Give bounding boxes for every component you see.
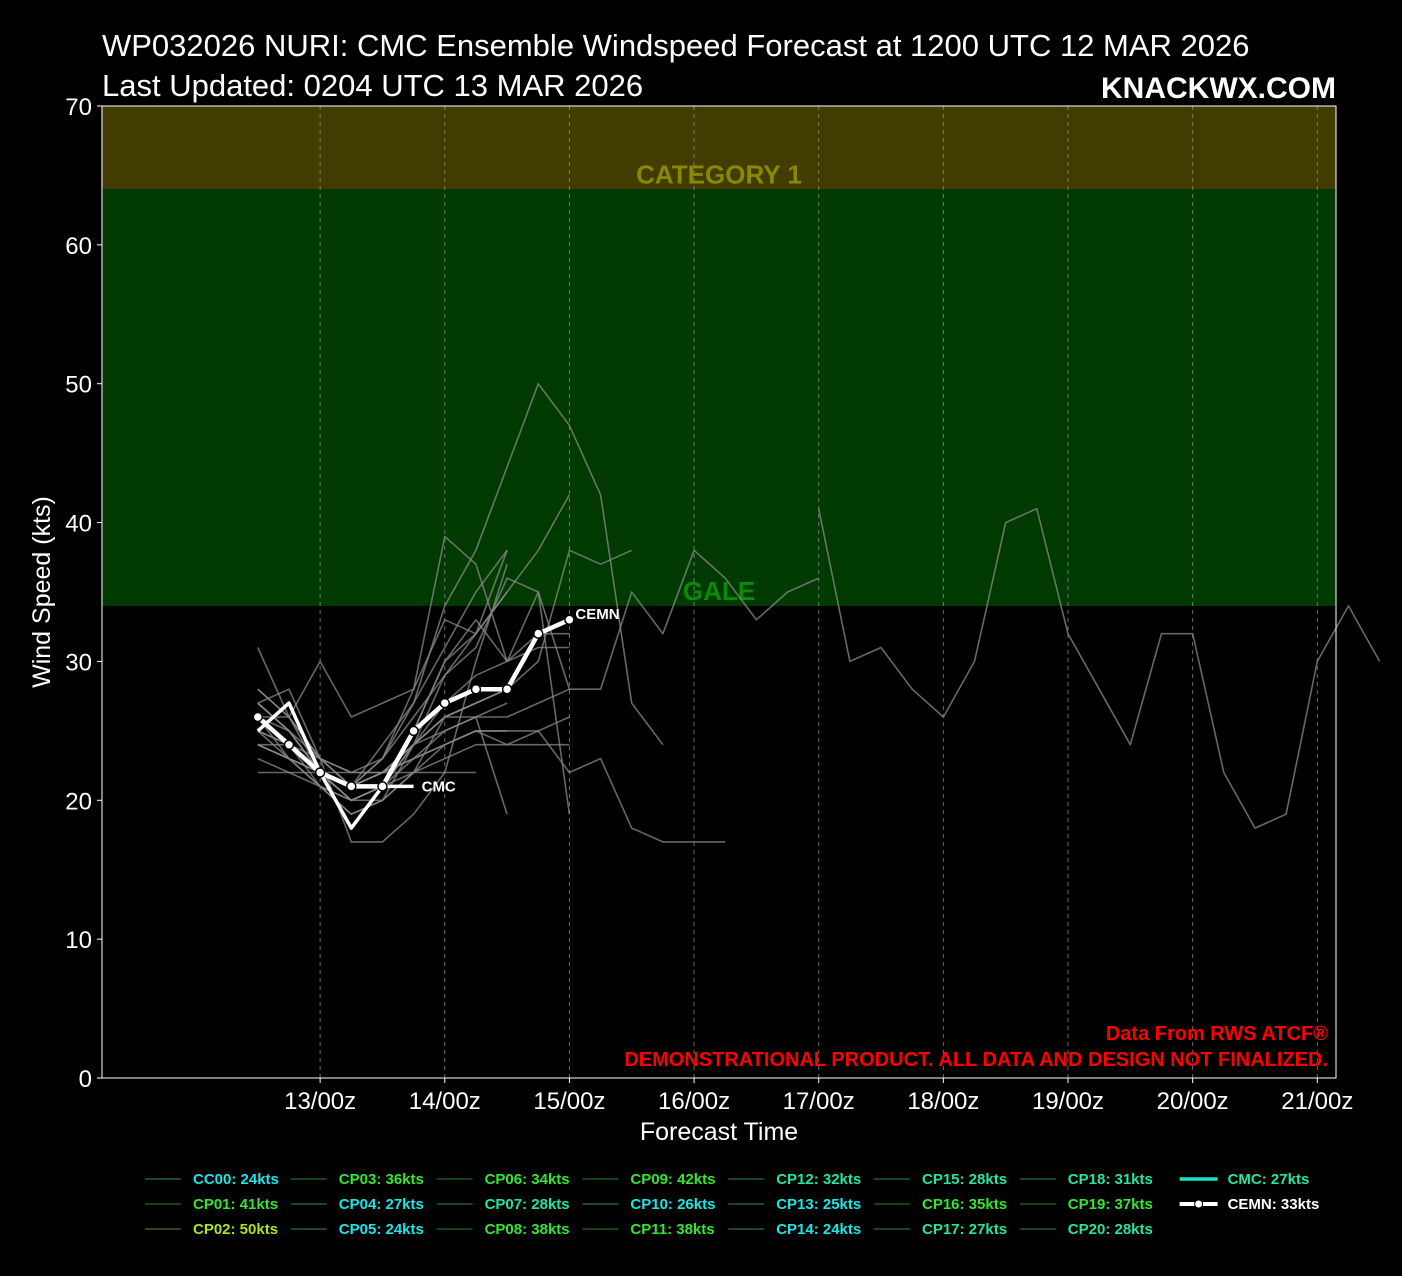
x-tick-label: 20/00z bbox=[1157, 1088, 1229, 1115]
y-tick-label: 60 bbox=[65, 233, 92, 260]
legend-label: CP05: 24kts bbox=[339, 1221, 424, 1238]
x-axis-ticks: 13/00z 14/00z 15/00z 16/00z 17/00z 18/00z 19/0… bbox=[284, 1078, 1353, 1115]
chart-title: WP032026 NURI: CMC Ensemble Windspeed Fo… bbox=[102, 28, 1250, 63]
y-tick-label: 10 bbox=[65, 927, 92, 954]
data-source-credit: Data From RWS ATCF® bbox=[1106, 1023, 1328, 1045]
legend-label: CP04: 27kts bbox=[339, 1196, 424, 1213]
x-tick-label: 15/00z bbox=[533, 1088, 605, 1115]
legend-label: CP17: 27kts bbox=[922, 1221, 1007, 1238]
cemn-point bbox=[564, 614, 575, 626]
legend-label: CP09: 42kts bbox=[630, 1171, 715, 1188]
legend-label: CP19: 37kts bbox=[1068, 1196, 1153, 1213]
legend-label: CP16: 35kts bbox=[922, 1196, 1007, 1213]
series-line-cp19 bbox=[257, 563, 508, 843]
legend-label: CP06: 34kts bbox=[485, 1171, 570, 1188]
cemn-point bbox=[252, 711, 264, 723]
legend-label: CP01: 41kts bbox=[193, 1196, 278, 1213]
legend-label: CP20: 28kts bbox=[1068, 1221, 1153, 1238]
legend-label: CP07: 28kts bbox=[485, 1196, 570, 1213]
legend-swatch-cemn-marker bbox=[1194, 1199, 1204, 1209]
legend-label: CP10: 26kts bbox=[630, 1196, 715, 1213]
y-tick-label: 40 bbox=[65, 511, 92, 538]
band-gale bbox=[102, 189, 1336, 606]
cemn-point bbox=[439, 697, 451, 709]
legend-label: CP15: 28kts bbox=[922, 1171, 1007, 1188]
legend-label: CEMN: 33kts bbox=[1228, 1196, 1320, 1213]
y-axis-label: Wind Speed (kts) bbox=[28, 496, 56, 688]
band-label-gale: GALE bbox=[683, 576, 755, 606]
cemn-point bbox=[377, 781, 388, 792]
legend: CC00: 24kts CP01: 41kts CP02: 50kts CP03: 3… bbox=[145, 1171, 1319, 1238]
vertical-grid bbox=[319, 106, 1318, 1078]
y-axis-ticks: 0 10 20 30 40 50 60 70 bbox=[65, 94, 102, 1093]
cmc-end-label: CMC bbox=[422, 778, 456, 795]
cemn-point bbox=[346, 781, 357, 792]
x-tick-label: 16/00z bbox=[658, 1088, 730, 1115]
legend-label: CMC: 27kts bbox=[1228, 1171, 1310, 1188]
x-tick-label: 13/00z bbox=[284, 1088, 356, 1115]
x-tick-label: 19/00z bbox=[1032, 1088, 1104, 1115]
legend-label: CP02: 50kts bbox=[193, 1221, 278, 1238]
cemn-point bbox=[501, 683, 513, 695]
x-tick-label: 18/00z bbox=[907, 1088, 979, 1115]
series-line-cp18 bbox=[257, 535, 570, 718]
y-tick-label: 50 bbox=[65, 372, 92, 399]
legend-label: CP13: 25kts bbox=[776, 1196, 861, 1213]
legend-label: CP12: 32kts bbox=[776, 1171, 861, 1188]
cemn-end-label: CEMN bbox=[575, 606, 619, 623]
y-tick-label: 0 bbox=[79, 1066, 92, 1093]
cemn-point bbox=[283, 739, 295, 750]
x-tick-label: 17/00z bbox=[783, 1088, 855, 1115]
legend-label: CP14: 24kts bbox=[776, 1221, 861, 1238]
cemn-point bbox=[408, 725, 419, 737]
ensemble-member-lines bbox=[257, 382, 1381, 843]
legend-label: CC00: 24kts bbox=[193, 1171, 279, 1188]
legend-label: CP11: 38kts bbox=[630, 1221, 714, 1238]
intensity-bands bbox=[102, 106, 1336, 606]
y-tick-label: 70 bbox=[65, 94, 92, 121]
cemn-point bbox=[314, 767, 326, 778]
y-tick-label: 20 bbox=[65, 788, 92, 815]
legend-label: CP03: 36kts bbox=[339, 1171, 424, 1188]
series-line-cp10 bbox=[257, 730, 726, 843]
band-category-1 bbox=[102, 106, 1336, 190]
legend-label: CP18: 31kts bbox=[1068, 1171, 1153, 1188]
disclaimer-text: DEMONSTRATIONAL PRODUCT. ALL DATA AND DE… bbox=[624, 1049, 1328, 1071]
x-axis-label: Forecast Time bbox=[640, 1118, 798, 1146]
cemn-mean-line bbox=[252, 614, 575, 792]
cemn-point bbox=[533, 628, 544, 639]
brand-logo-text: KNACKWX.COM bbox=[1101, 72, 1336, 105]
band-label-category-1: CATEGORY 1 bbox=[636, 159, 802, 189]
plot-frame bbox=[101, 105, 1337, 1079]
y-tick-label: 30 bbox=[65, 649, 92, 676]
x-tick-label: 21/00z bbox=[1281, 1088, 1353, 1115]
x-tick-label: 14/00z bbox=[409, 1088, 481, 1115]
cemn-point bbox=[470, 683, 482, 695]
legend-label: CP08: 38kts bbox=[485, 1221, 570, 1238]
chart-subtitle: Last Updated: 0204 UTC 13 MAR 2026 bbox=[102, 68, 643, 103]
